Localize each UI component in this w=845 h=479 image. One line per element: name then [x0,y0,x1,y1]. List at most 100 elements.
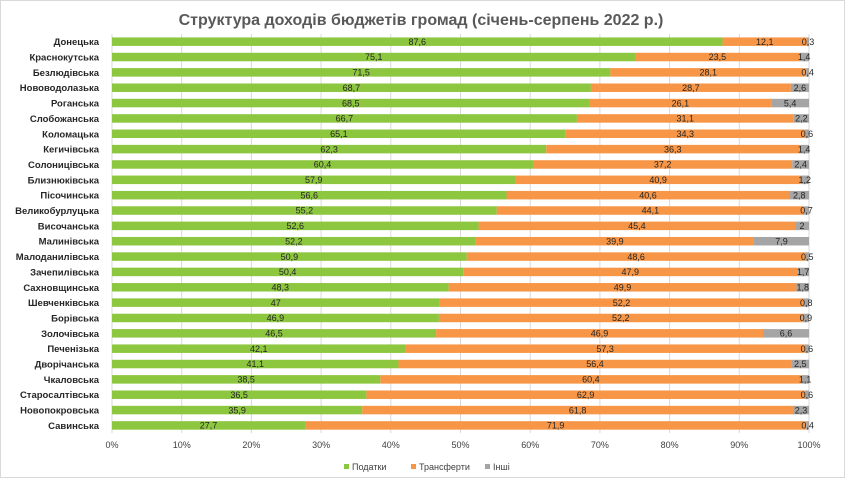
bar-segment [112,221,479,231]
data-label: 2,3 [795,405,808,415]
bar-segment [806,421,809,430]
x-tick-label: 50% [451,440,469,450]
data-label: 47,9 [621,267,639,277]
x-axis-ticks: 0% 10% 20% 30% 40% 50% 60% 70% 80% 90% 100% [105,440,820,450]
data-label: 23,5 [709,52,727,62]
legend-swatch [411,464,416,469]
bar-segment [112,236,476,246]
data-label: 56,6 [300,190,318,200]
data-label: 65,1 [330,129,348,139]
category-label: Дворічанська [35,360,100,371]
bar-segment [806,68,809,77]
x-tick-label: 0% [105,440,118,450]
bar-segment [380,375,802,384]
bar-segment [789,190,809,200]
bar-segment [804,344,809,353]
bar-segment [112,267,464,277]
bar-segment [305,421,807,430]
category-label: Кегичівська [43,145,100,156]
bar-segment [801,375,809,384]
bar-segment [792,405,809,415]
data-label: 26,1 [672,98,690,108]
bar-segment [112,344,406,353]
category-label: Борівська [51,313,100,324]
bar-segment [795,221,809,231]
legend-entry[interactable]: Трансферти [419,462,470,472]
data-label: 36,5 [230,390,248,400]
category-label: Старосалтівська [20,390,100,401]
data-label: 46,5 [265,329,283,339]
data-label: 40,9 [649,175,667,185]
data-label: 66,7 [336,114,354,124]
data-label: 0,6 [801,344,814,354]
data-label: 0,6 [801,390,814,400]
bar-segment [771,98,809,108]
bar-segment [797,267,809,277]
data-label: 48,6 [627,252,645,262]
data-label: 62,9 [577,390,595,400]
data-label: 60,4 [314,160,332,170]
bar-segment [803,298,809,307]
bar-segment [762,329,809,338]
bar-segment [506,190,790,200]
legend[interactable]: Податки Трансферти Інші [344,462,510,472]
data-label: 6,6 [780,329,793,339]
bar-segment [576,114,794,123]
data-label: 57,3 [596,344,614,354]
category-labels: Донецька Краснокутська Безлюдівська Нововод… [15,37,100,432]
bar-segment [590,83,791,92]
bar-segment [112,129,566,139]
bar-segment [799,52,809,62]
data-label: 7,9 [775,236,788,246]
data-label: 2,8 [793,190,806,200]
bar-segment [635,52,800,62]
data-label: 2,2 [795,114,808,124]
category-label: Новопокровська [20,406,100,417]
category-label: Донецька [54,37,100,48]
data-label: 52,2 [613,298,631,308]
bar-segment [806,37,809,46]
data-label: 55,2 [296,206,314,216]
bar-segment [753,236,809,246]
chart-title: Структура доходів бюджетів громад (січен… [179,12,664,29]
data-label: 1,4 [798,52,811,62]
data-label: 57,9 [305,175,323,185]
legend-entry[interactable]: Інші [493,462,510,472]
data-label: 46,9 [267,313,285,323]
x-tick-label: 10% [173,440,191,450]
data-label: 1,1 [799,375,812,385]
bar-segment [366,390,805,399]
data-label: 35,9 [228,405,246,415]
data-label: 71,5 [352,68,370,78]
category-label: Пісочинська [40,191,99,202]
category-label: Нововодолазька [20,83,100,94]
legend-entry[interactable]: Податки [352,462,386,472]
bar-segment [112,375,381,384]
data-label: 0,6 [801,129,814,139]
bar-segment [112,329,437,338]
category-label: Височанська [38,221,100,232]
bar-segment [112,175,516,185]
data-label: 62,3 [320,144,338,154]
bar-segment [112,37,723,46]
data-label: 49,9 [614,282,632,292]
category-label: Савинська [48,421,100,432]
category-label: Близнюківська [28,175,100,186]
data-label: 0,9 [800,313,813,323]
data-label: 2 [800,221,805,231]
data-label: 31,1 [677,114,695,124]
bar-segment [112,68,611,77]
data-label: 52,2 [285,236,303,246]
data-label: 2,4 [794,160,807,170]
category-label: Безлюдівська [33,68,100,79]
bar-segment [804,206,809,215]
bar-segment [589,98,772,108]
category-label: Чкаловська [44,375,100,386]
category-label: Золочівська [41,329,100,340]
gridlines [111,34,810,434]
category-label: Краснокутська [29,53,99,64]
bar-segment [362,405,793,415]
category-label: Сахновщинська [23,283,99,294]
data-label: 42,1 [250,344,268,354]
